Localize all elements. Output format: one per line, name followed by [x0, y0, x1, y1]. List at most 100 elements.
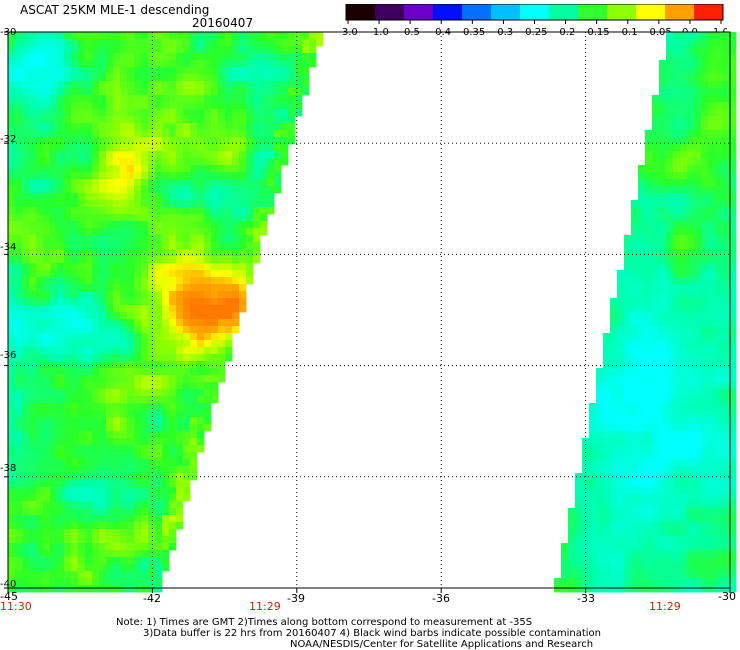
- wind-cell: [239, 165, 247, 173]
- wind-cell: [596, 515, 604, 523]
- wind-cell: [666, 361, 674, 369]
- wind-cell: [673, 158, 681, 166]
- wind-cell: [645, 375, 653, 383]
- wind-cell: [575, 473, 583, 481]
- wind-cell: [141, 193, 149, 201]
- wind-cell: [141, 529, 149, 537]
- wind-cell: [85, 221, 93, 229]
- wind-cell: [239, 179, 247, 187]
- wind-cell: [190, 151, 198, 159]
- wind-cell: [197, 410, 205, 418]
- wind-cell: [120, 256, 128, 264]
- wind-cell: [64, 382, 72, 390]
- wind-cell: [631, 235, 639, 243]
- wind-cell: [176, 249, 184, 257]
- wind-cell: [680, 116, 688, 124]
- wind-cell: [155, 291, 163, 299]
- wind-cell: [722, 228, 730, 236]
- wind-cell: [127, 228, 135, 236]
- wind-cell: [36, 564, 44, 572]
- wind-cell: [141, 550, 149, 558]
- wind-cell: [92, 557, 100, 565]
- wind-cell: [43, 263, 51, 271]
- wind-cell: [50, 396, 58, 404]
- wind-cell: [673, 130, 681, 138]
- wind-cell: [85, 284, 93, 292]
- wind-cell: [169, 431, 177, 439]
- wind-cell: [659, 452, 667, 460]
- wind-cell: [155, 200, 163, 208]
- wind-cell: [680, 361, 688, 369]
- wind-cell: [645, 347, 653, 355]
- wind-cell: [43, 270, 51, 278]
- wind-cell: [204, 235, 212, 243]
- wind-cell: [50, 438, 58, 446]
- wind-cell: [134, 53, 142, 61]
- wind-cell: [29, 95, 37, 103]
- wind-cell: [281, 116, 289, 124]
- wind-cell: [680, 445, 688, 453]
- wind-cell: [260, 214, 268, 222]
- wind-cell: [589, 571, 597, 579]
- wind-cell: [673, 249, 681, 257]
- wind-cell: [120, 277, 128, 285]
- wind-cell: [680, 389, 688, 397]
- wind-cell: [85, 375, 93, 383]
- wind-cell: [666, 228, 674, 236]
- wind-cell: [36, 501, 44, 509]
- wind-cell: [729, 235, 737, 243]
- lat-label-40: -40: [0, 579, 17, 590]
- wind-cell: [92, 424, 100, 432]
- wind-cell: [624, 536, 632, 544]
- wind-cell: [99, 151, 107, 159]
- wind-cell: [204, 305, 212, 313]
- wind-cell: [645, 487, 653, 495]
- wind-cell: [134, 312, 142, 320]
- wind-cell: [617, 480, 625, 488]
- wind-cell: [134, 109, 142, 117]
- wind-cell: [204, 249, 212, 257]
- wind-cell: [106, 102, 114, 110]
- wind-cell: [120, 487, 128, 495]
- wind-cell: [155, 102, 163, 110]
- wind-cell: [302, 67, 310, 75]
- wind-cell: [659, 536, 667, 544]
- wind-cell: [183, 60, 191, 68]
- wind-cell: [197, 74, 205, 82]
- wind-cell: [155, 130, 163, 138]
- wind-cell: [722, 305, 730, 313]
- wind-cell: [8, 123, 16, 131]
- wind-cell: [659, 417, 667, 425]
- wind-cell: [197, 81, 205, 89]
- wind-cell: [183, 417, 191, 425]
- wind-cell: [561, 578, 569, 586]
- wind-cell: [260, 60, 268, 68]
- wind-cell: [64, 130, 72, 138]
- wind-cell: [673, 284, 681, 292]
- wind-cell: [57, 480, 65, 488]
- wind-cell: [64, 158, 72, 166]
- wind-cell: [722, 46, 730, 54]
- wind-cell: [113, 515, 121, 523]
- wind-cell: [15, 123, 23, 131]
- wind-cell: [715, 585, 723, 593]
- wind-cell: [92, 179, 100, 187]
- wind-cell: [666, 459, 674, 467]
- wind-cell: [78, 235, 86, 243]
- wind-cell: [155, 375, 163, 383]
- wind-cell: [22, 333, 30, 341]
- wind-cell: [638, 564, 646, 572]
- colorbar-swatch: [404, 4, 434, 20]
- wind-cell: [120, 494, 128, 502]
- wind-cell: [155, 403, 163, 411]
- wind-cell: [274, 95, 282, 103]
- wind-cell: [57, 326, 65, 334]
- wind-cell: [687, 172, 695, 180]
- wind-cell: [232, 277, 240, 285]
- wind-cell: [624, 487, 632, 495]
- wind-cell: [148, 60, 156, 68]
- wind-cell: [708, 53, 716, 61]
- wind-cell: [22, 326, 30, 334]
- wind-cell: [666, 543, 674, 551]
- wind-cell: [211, 354, 219, 362]
